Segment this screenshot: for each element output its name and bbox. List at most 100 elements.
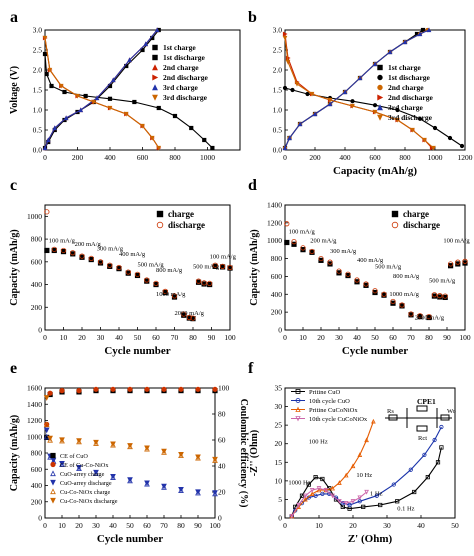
data-point — [110, 473, 116, 480]
data-point — [76, 438, 82, 444]
x-tick-label: 20 — [78, 333, 86, 342]
data-point — [327, 101, 333, 107]
legend-label: Pritine CuCoNiOx — [309, 407, 358, 414]
legend-marker — [50, 488, 56, 495]
data-point — [431, 145, 436, 151]
panel-f: f 0 10 20 30 40 50 0 5 10 15 20 25 30 35 Z' (Ohm) -Z'' (… — [248, 360, 459, 545]
x-tick-label: 0 — [283, 521, 287, 530]
rate-annotation: 500 mA/g — [429, 278, 456, 285]
legend-label: discharge — [168, 220, 205, 230]
data-point — [395, 117, 400, 123]
circuit-label: Rct — [418, 435, 427, 442]
y-tick-label: 200 — [31, 303, 43, 312]
data-point — [417, 116, 423, 121]
data-point — [63, 115, 69, 121]
x-tick-label: 600 — [137, 153, 149, 162]
rate-annotation: 100 mA/g — [289, 229, 316, 236]
rate-annotation: 2000 mA/g — [175, 310, 205, 317]
x-tick-label: 100 — [224, 333, 236, 342]
y-tick-label: 1000 — [27, 212, 42, 221]
data-point — [372, 61, 378, 67]
rate-annotation: 800 mA/g — [156, 267, 183, 274]
x-tick-label: 60 — [143, 521, 151, 530]
data-point — [107, 105, 113, 111]
data-point — [144, 445, 150, 452]
data-point — [354, 277, 360, 283]
x-tick-label: 800 — [169, 153, 181, 162]
data-point — [59, 387, 65, 394]
y-tick-label: 10 — [275, 476, 283, 485]
legend-label: 10th cycle CuO — [309, 398, 350, 405]
y-tick-label: 1.0 — [273, 106, 283, 115]
legend-label: 2nd discharge — [388, 93, 433, 102]
x-tick-label: 50 — [451, 521, 459, 530]
y-tick-label: 1.0 — [33, 106, 43, 115]
x-tick-label: 80 — [425, 333, 433, 342]
data-point — [44, 247, 50, 254]
legend-marker — [50, 461, 56, 468]
data-point — [285, 59, 291, 65]
data-point — [437, 293, 443, 299]
y-tick-label: 400 — [31, 481, 43, 490]
data-point — [62, 89, 67, 95]
legend-marker — [156, 210, 164, 218]
x-axis-label: Z' (Ohm) — [348, 533, 393, 545]
y-tick-label: 1400 — [267, 201, 282, 210]
data-point — [327, 259, 333, 265]
data-point — [455, 261, 461, 267]
data-point — [426, 27, 432, 33]
data-point — [420, 27, 426, 33]
data-point — [439, 424, 444, 430]
data-point — [422, 137, 427, 143]
data-point — [316, 486, 322, 491]
y-tick-label: 3.0 — [273, 26, 283, 35]
legend-marker — [377, 94, 384, 101]
data-point — [284, 239, 290, 246]
data-point — [76, 465, 82, 471]
legend-label: charge — [168, 209, 194, 219]
series-line — [44, 29, 158, 149]
data-point — [312, 111, 318, 117]
legend-label: Pritine CuO — [309, 389, 341, 396]
x-axis-label: Cycle number — [104, 345, 170, 357]
data-point — [212, 262, 218, 268]
data-point — [83, 93, 88, 99]
legend-marker — [391, 221, 399, 229]
data-point — [153, 280, 159, 287]
x-tick-label: 90 — [443, 333, 451, 342]
data-point — [93, 439, 99, 446]
data-point — [313, 475, 318, 480]
data-point — [306, 482, 311, 487]
data-point — [97, 259, 104, 265]
y-tick-label: 2.0 — [33, 66, 43, 75]
legend-marker — [50, 470, 56, 477]
data-point — [372, 109, 378, 115]
y2-tick-label: 20 — [218, 488, 226, 497]
legend-label: discharge — [403, 220, 440, 230]
x-tick-label: 60 — [389, 333, 397, 342]
data-point — [42, 145, 48, 151]
data-point — [320, 491, 325, 496]
y-tick-label: 2.0 — [273, 66, 283, 75]
y-axis-label: Capacity (mAh/g) — [9, 415, 20, 491]
y2-tick-label: 40 — [218, 462, 226, 471]
y-tick-label: 1200 — [27, 416, 42, 425]
panel-c: c0 10 20 30 40 50 60 70 80 90 10002004006008001000… — [9, 177, 237, 357]
x-tick-label: 100 — [459, 333, 471, 342]
data-point — [51, 246, 57, 252]
data-point — [156, 145, 162, 151]
data-point — [361, 504, 366, 509]
data-point — [381, 291, 387, 297]
x-tick-label: 90 — [208, 333, 216, 342]
data-point — [309, 248, 315, 255]
data-point — [347, 502, 352, 508]
rate-annotation: 300 mA/g — [97, 245, 124, 252]
data-point — [439, 445, 444, 450]
x-tick-label: 40 — [417, 521, 425, 530]
data-point — [337, 499, 342, 504]
legend-label: 1st discharge — [163, 53, 206, 62]
data-point — [59, 437, 65, 444]
legend-label: 1st charge — [163, 43, 196, 52]
data-point — [410, 127, 415, 133]
data-point — [350, 103, 355, 109]
